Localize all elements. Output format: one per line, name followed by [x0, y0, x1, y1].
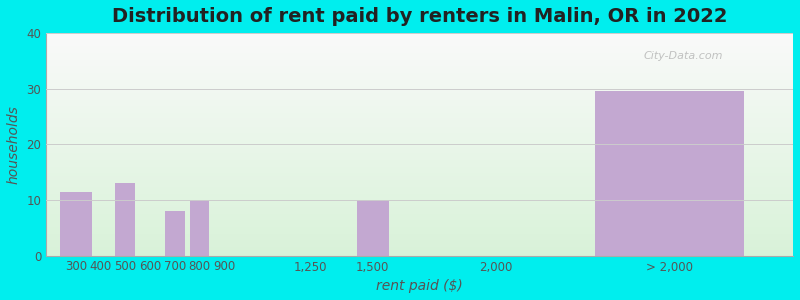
Bar [115, 183, 135, 256]
Bar [595, 92, 743, 256]
X-axis label: rent paid ($): rent paid ($) [376, 279, 463, 293]
Y-axis label: households: households [7, 105, 21, 184]
Bar [357, 200, 389, 256]
Bar [190, 200, 210, 256]
Bar [165, 211, 185, 256]
Title: Distribution of rent paid by renters in Malin, OR in 2022: Distribution of rent paid by renters in … [112, 7, 727, 26]
Bar [60, 192, 92, 256]
Text: City-Data.com: City-Data.com [644, 51, 723, 61]
